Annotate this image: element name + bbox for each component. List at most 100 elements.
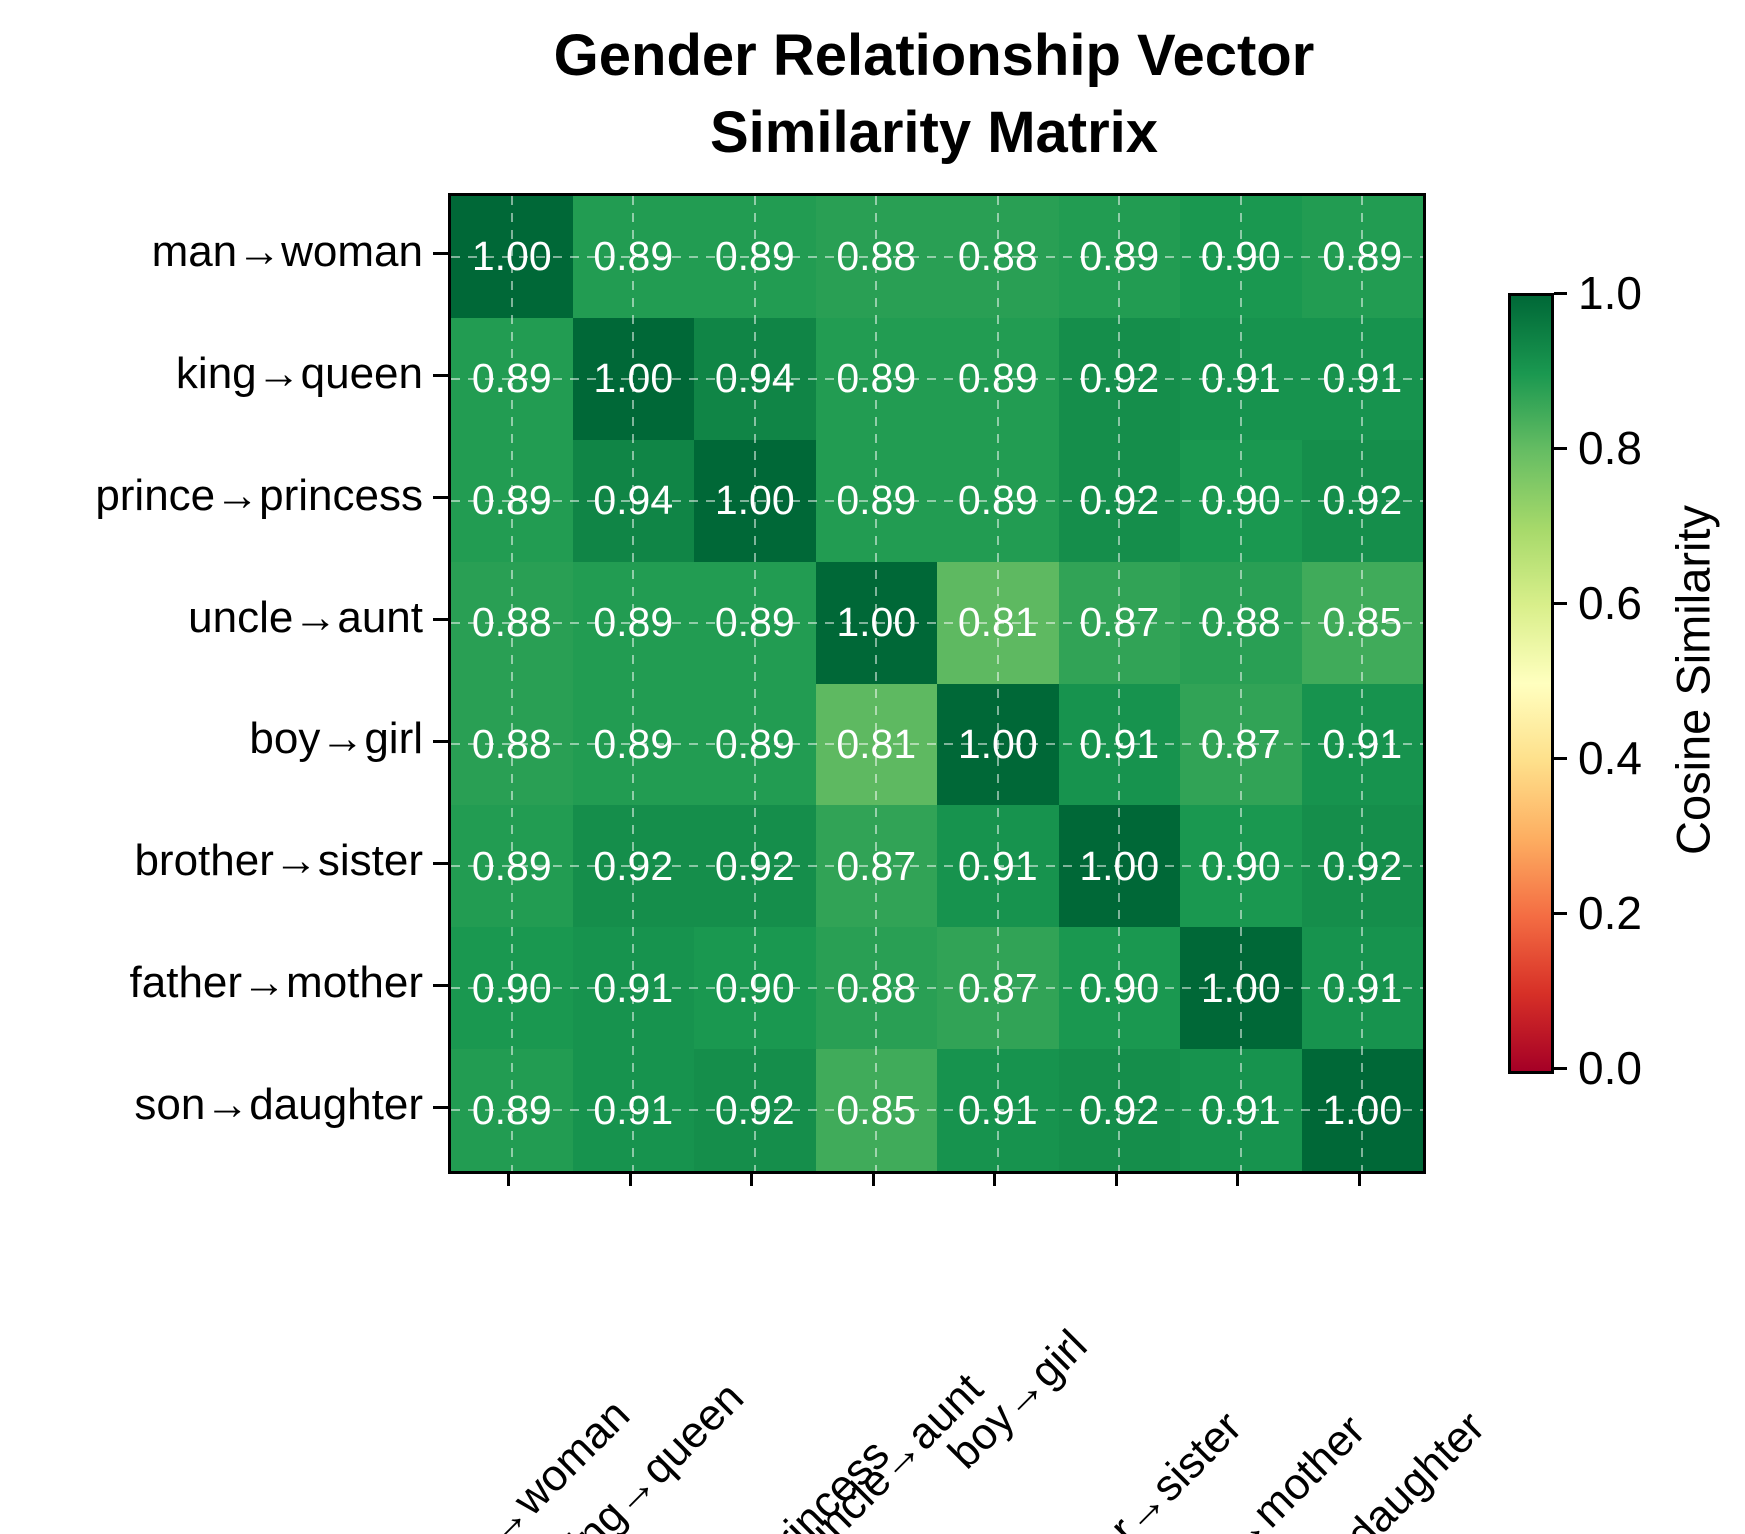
colorbar-tick bbox=[1554, 911, 1567, 915]
gridline-vertical bbox=[1361, 196, 1364, 1171]
y-axis-tick bbox=[433, 252, 448, 256]
y-axis-label: king→queen bbox=[175, 348, 423, 398]
heatmap-cell-value: 0.89 bbox=[957, 355, 1038, 402]
heatmap-cell-value: 0.94 bbox=[593, 477, 674, 524]
heatmap-cell-value: 0.90 bbox=[471, 964, 552, 1011]
colorbar-tick-label: 0.4 bbox=[1578, 732, 1642, 784]
y-axis-label: prince→princess bbox=[95, 470, 423, 520]
heatmap-cell-value: 1.00 bbox=[1200, 964, 1281, 1011]
gridline-horizontal bbox=[451, 865, 1423, 868]
heatmap-cell-value: 0.92 bbox=[1322, 477, 1403, 524]
x-axis-tick bbox=[750, 1171, 754, 1186]
y-axis-label: uncle→aunt bbox=[188, 592, 423, 642]
y-axis-label: boy→girl bbox=[249, 714, 423, 764]
heatmap-cell-value: 0.90 bbox=[1079, 964, 1160, 1011]
x-axis-tick bbox=[507, 1171, 511, 1186]
heatmap-cell-value: 0.89 bbox=[593, 720, 674, 767]
heatmap-cell-value: 0.89 bbox=[714, 720, 795, 767]
heatmap-cell-value: 0.92 bbox=[1079, 355, 1160, 402]
gridline-vertical bbox=[1118, 196, 1121, 1171]
heatmap-cell-value: 0.90 bbox=[1200, 842, 1281, 889]
heatmap-cell-value: 0.87 bbox=[957, 964, 1038, 1011]
colorbar-tick bbox=[1554, 601, 1567, 605]
heatmap-cell-value: 0.88 bbox=[957, 233, 1038, 280]
y-axis-tick bbox=[433, 983, 448, 987]
gridline-vertical bbox=[753, 196, 756, 1171]
heatmap-cell-value: 0.92 bbox=[1079, 1086, 1160, 1133]
gridline-horizontal bbox=[451, 255, 1423, 258]
heatmap-cell-value: 0.91 bbox=[1200, 1086, 1281, 1133]
heatmap-cell-value: 0.88 bbox=[836, 233, 917, 280]
heatmap-cell-value: 0.89 bbox=[836, 477, 917, 524]
heatmap-cell-value: 0.89 bbox=[593, 233, 674, 280]
y-axis-tick bbox=[433, 739, 448, 743]
heatmap-cell-value: 0.89 bbox=[471, 355, 552, 402]
title-line-1: Gender Relationship Vector bbox=[553, 23, 1315, 88]
heatmap-cell-value: 0.87 bbox=[836, 842, 917, 889]
heatmap-cell-value: 0.89 bbox=[714, 233, 795, 280]
gridline-horizontal bbox=[451, 377, 1423, 380]
heatmap-cell-value: 0.89 bbox=[1079, 233, 1160, 280]
x-axis-tick bbox=[871, 1171, 875, 1186]
heatmap-cell-value: 1.00 bbox=[593, 355, 674, 402]
heatmap-cell-value: 0.88 bbox=[1200, 599, 1281, 646]
heatmap-cell-value: 0.92 bbox=[593, 842, 674, 889]
heatmap-cell-value: 0.89 bbox=[593, 599, 674, 646]
gridline-vertical bbox=[875, 196, 878, 1171]
heatmap-cell-value: 0.90 bbox=[1200, 233, 1281, 280]
x-axis-tick bbox=[1357, 1171, 1361, 1186]
heatmap-cell-value: 1.00 bbox=[471, 233, 552, 280]
x-axis-tick bbox=[1114, 1171, 1118, 1186]
heatmap-cell-value: 1.00 bbox=[1079, 842, 1160, 889]
heatmap-cell-value: 0.81 bbox=[957, 599, 1038, 646]
heatmap-cell-value: 0.92 bbox=[1322, 842, 1403, 889]
title-line-2: Similarity Matrix bbox=[709, 99, 1159, 165]
heatmap-cell-value: 0.89 bbox=[471, 842, 552, 889]
heatmap-cell-value: 0.94 bbox=[714, 355, 795, 402]
heatmap-cell-value: 0.91 bbox=[1322, 355, 1403, 402]
page-title: Gender Relationship Vector Similarity Ma… bbox=[334, 18, 1534, 171]
colorbar-tick bbox=[1554, 1066, 1567, 1070]
colorbar-tick bbox=[1554, 291, 1567, 295]
gridline-vertical bbox=[1239, 196, 1242, 1171]
colorbar-axis-label: Cosine Similarity bbox=[1666, 505, 1720, 855]
heatmap-cell-value: 0.91 bbox=[593, 964, 674, 1011]
heatmap-cell-value: 1.00 bbox=[957, 720, 1038, 767]
heatmap-cell-value: 0.81 bbox=[836, 720, 917, 767]
heatmap-cell-value: 1.00 bbox=[714, 477, 795, 524]
gridline-horizontal bbox=[451, 743, 1423, 746]
y-axis-tick bbox=[433, 618, 448, 622]
heatmap-cell-value: 0.91 bbox=[1322, 720, 1403, 767]
colorbar-tick-label: 0.2 bbox=[1578, 887, 1642, 939]
heatmap-cell-value: 0.91 bbox=[1322, 964, 1403, 1011]
gridline-horizontal bbox=[451, 987, 1423, 990]
heatmap-cell-value: 0.92 bbox=[1079, 477, 1160, 524]
heatmap-cell-value: 1.00 bbox=[1322, 1086, 1403, 1133]
x-axis-tick bbox=[628, 1171, 632, 1186]
heatmap-cell-value: 0.91 bbox=[957, 1086, 1038, 1133]
gridline-horizontal bbox=[451, 621, 1423, 624]
heatmap-cell-value: 0.88 bbox=[471, 599, 552, 646]
heatmap-cell-value: 0.92 bbox=[714, 1086, 795, 1133]
y-axis-label: brother→sister bbox=[134, 836, 423, 886]
colorbar bbox=[1508, 293, 1554, 1074]
y-axis-tick bbox=[433, 1105, 448, 1109]
heatmap-matrix: 1.00 0.89 0.89 0.88 0.88 0.89 0.90 0.89 0.89 1.00… bbox=[448, 193, 1426, 1174]
colorbar-tick bbox=[1554, 756, 1567, 760]
gridline-vertical bbox=[632, 196, 635, 1171]
y-axis-tick bbox=[433, 496, 448, 500]
heatmap-cell-value: 0.91 bbox=[1200, 355, 1281, 402]
heatmap-cell-value: 0.87 bbox=[1079, 599, 1160, 646]
colorbar-tick-label: 0.6 bbox=[1578, 577, 1642, 629]
heatmap-cell-value: 0.90 bbox=[714, 964, 795, 1011]
heatmap-cell-value: 0.88 bbox=[836, 964, 917, 1011]
colorbar-tick-label: 1.0 bbox=[1578, 267, 1642, 319]
colorbar-tick-label: 0.8 bbox=[1578, 422, 1642, 474]
x-axis-label: brother→sister bbox=[1012, 1402, 1252, 1534]
y-axis-label: man→woman bbox=[151, 226, 423, 276]
y-axis-tick bbox=[433, 861, 448, 865]
y-axis-tick bbox=[433, 374, 448, 378]
heatmap-cell-value: 0.92 bbox=[714, 842, 795, 889]
gridline-horizontal bbox=[451, 1109, 1423, 1112]
